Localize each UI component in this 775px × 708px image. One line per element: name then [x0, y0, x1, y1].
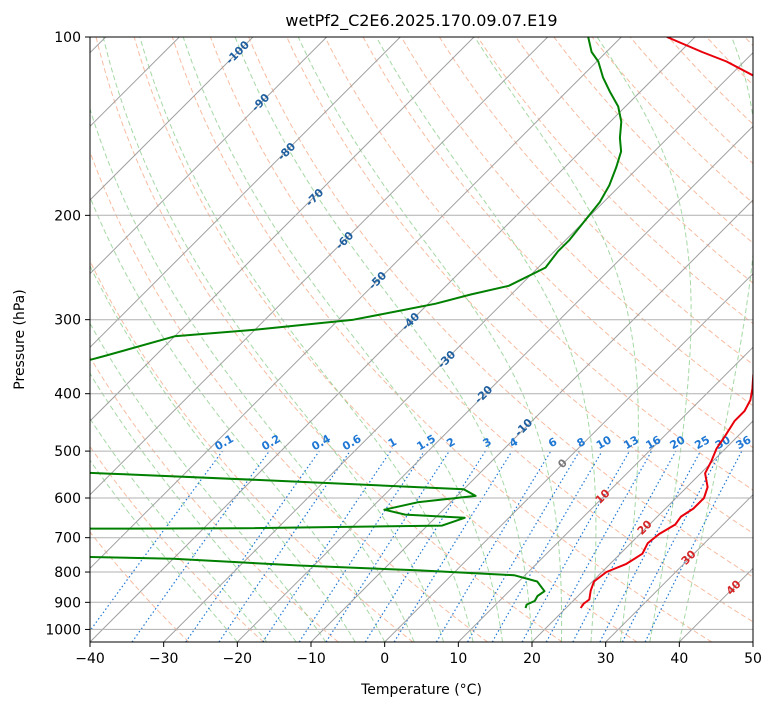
dry-adiabat	[90, 445, 264, 642]
isotherm-line	[90, 37, 696, 642]
x-axis: −40 −30 −20 −10 0 10 20 30 40 50	[75, 642, 762, 667]
isotherm-line	[90, 37, 254, 201]
plot-area: -100-90-80-70-60-50-40-30-20-10010203040…	[89, 36, 754, 643]
isotherm-line	[531, 420, 753, 642]
dry-adiabat	[133, 37, 638, 642]
mixing-ratio-line	[218, 450, 351, 642]
y-tick-label: 900	[54, 595, 81, 611]
moist-adiabat	[596, 37, 692, 642]
dry-adiabat	[95, 37, 563, 642]
mixing-ratio-line	[521, 450, 631, 642]
moist-adiabat	[297, 37, 563, 642]
x-tick-label: −30	[149, 651, 179, 667]
mixing-ratio-line	[572, 450, 677, 642]
isotherm-line	[163, 51, 753, 642]
isotherm-line	[236, 125, 753, 642]
mixing-ratio-line	[90, 450, 223, 632]
mixing-ratio-line	[545, 450, 653, 642]
moist-adiabat	[182, 37, 503, 642]
moist-adiabat	[90, 372, 297, 642]
y-tick-label: 800	[54, 565, 81, 581]
isotherm-line	[457, 346, 753, 642]
temperature-profile	[579, 37, 753, 609]
dry-adiabat	[248, 37, 753, 578]
x-tick-label: 40	[670, 651, 688, 667]
x-tick-label: 20	[523, 651, 541, 667]
moist-adiabat	[90, 264, 356, 642]
y-tick-label: 300	[54, 313, 81, 329]
dry-adiabat	[90, 356, 339, 642]
isotherm-line	[90, 37, 475, 422]
x-axis-label: Temperature (°C)	[360, 682, 482, 698]
x-tick-label: −20	[223, 651, 253, 667]
x-tick-label: −10	[296, 651, 326, 667]
background-lines	[90, 37, 753, 642]
moist-adiabat	[474, 37, 639, 642]
dry-adiabat	[400, 37, 753, 407]
mixing-ratio-label: 36	[734, 433, 754, 452]
dry-adiabat	[171, 37, 712, 642]
x-tick-label: −40	[75, 651, 105, 667]
mixing-ratio-line	[185, 450, 320, 642]
x-tick-label: 10	[449, 651, 467, 667]
dry-adiabat	[90, 150, 488, 642]
y-tick-label: 400	[54, 387, 81, 403]
dry-adiabat	[438, 37, 753, 366]
y-tick-label: 1000	[45, 622, 81, 638]
moist-adiabat	[90, 417, 268, 642]
y-tick-label: 500	[54, 444, 81, 460]
mixing-ratio-line	[131, 450, 270, 642]
y-tick-label: 200	[54, 208, 81, 224]
mixing-ratio-line	[393, 450, 513, 642]
isotherm-line	[90, 37, 549, 496]
moist-adiabat	[90, 196, 386, 642]
moist-adiabat	[90, 459, 238, 642]
isotherm-line	[605, 493, 753, 642]
moist-adiabat	[90, 322, 327, 642]
dry-adiabat	[515, 37, 753, 284]
isotherm-line	[90, 37, 401, 349]
mixing-ratio-line	[298, 450, 425, 642]
moist-adiabat	[375, 37, 597, 642]
isotherm-line	[384, 272, 753, 642]
dry-adiabat	[324, 37, 753, 491]
plot-frame	[89, 36, 754, 643]
mixing-ratio-line	[262, 450, 392, 642]
isotherm-line	[90, 37, 622, 570]
y-tick-label: 100	[54, 30, 81, 46]
mixing-ratio-line	[325, 450, 450, 642]
x-tick-label: 50	[744, 651, 762, 667]
dry-adiabat	[90, 531, 190, 642]
mixing-ratio-line	[644, 450, 743, 642]
x-tick-label: 0	[380, 651, 389, 667]
profiles	[90, 37, 753, 609]
y-tick-label: 600	[54, 491, 81, 507]
moist-adiabat	[102, 37, 445, 642]
y-axis: 100 200 300 400 500 600 700 800 900 1000	[45, 30, 90, 638]
chart-title: wetPf2_C2E6.2025.170.09.07.E19	[285, 11, 557, 31]
moist-adiabat	[678, 37, 753, 642]
dewpoint-profile	[90, 37, 623, 609]
isotherm-line	[310, 199, 753, 642]
dry-adiabat	[210, 37, 753, 623]
x-tick-label: 30	[597, 651, 615, 667]
y-tick-label: 700	[54, 531, 81, 547]
y-axis-label: Pressure (hPa)	[12, 289, 28, 389]
isotherm-line	[90, 37, 328, 275]
